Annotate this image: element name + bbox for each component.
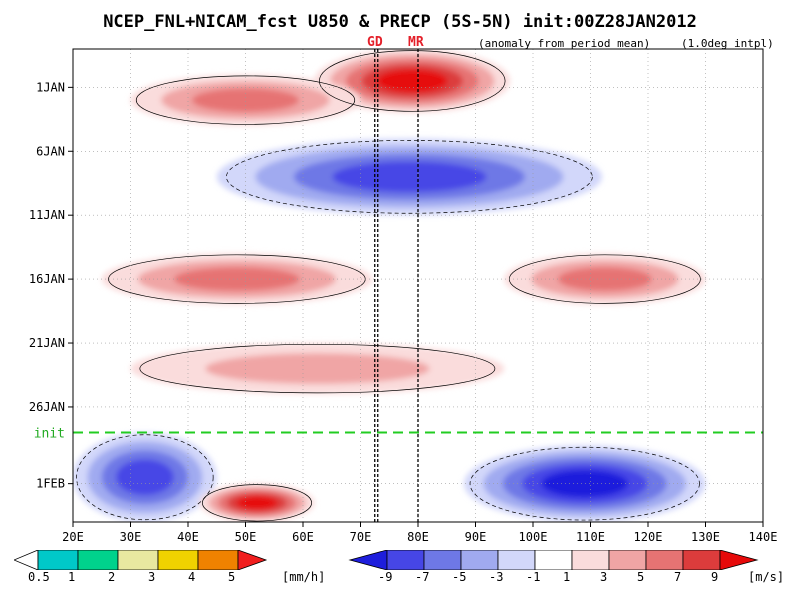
x-tick-label: 120E (634, 530, 663, 544)
x-tick-label: 90E (465, 530, 487, 544)
anomaly-feature-1 (314, 49, 510, 113)
x-tick-label: 40E (177, 530, 199, 544)
precip-level-label: 1 (68, 570, 76, 584)
contour-line (135, 75, 356, 125)
marker-label-mr: MR (408, 35, 424, 50)
marker-lines (374, 49, 419, 522)
precip-bin (37, 550, 79, 570)
x-tick-label: 140E (749, 530, 778, 544)
precip-level-label: 0.5 (28, 570, 50, 584)
anomaly-feature-9 (464, 445, 706, 522)
u850-bin (423, 550, 462, 570)
u850-level-label: -9 (378, 570, 393, 584)
y-tick-label: 16JAN (29, 272, 65, 286)
u850-bin (608, 550, 647, 570)
y-axis: 1JAN 6JAN 11JAN 16JAN 21JAN 26JAN 1FEB (29, 80, 73, 491)
u850-bin (645, 550, 684, 570)
y-tick-label: 6JAN (36, 144, 65, 158)
x-tick-label: 130E (691, 530, 720, 544)
anomaly-band (191, 88, 300, 113)
subtitle-anomaly: (anomaly from period mean) (478, 37, 651, 50)
anomaly-feature-7 (73, 432, 217, 522)
u850-bin (497, 550, 536, 570)
u850-bin (386, 550, 425, 570)
x-tick-label: 60E (292, 530, 314, 544)
precip-level-label: 3 (148, 570, 156, 584)
marker-label-gd: GD (367, 35, 383, 50)
precip-bin-high (237, 550, 268, 570)
anomaly-band (557, 267, 652, 292)
anomaly-feature-4 (101, 253, 372, 305)
y-tick-label: 11JAN (29, 208, 65, 222)
u850-level-label: 1 (563, 570, 571, 584)
precip-bin (117, 550, 159, 570)
precip-bin-low (14, 550, 39, 570)
u850-bin (534, 550, 573, 570)
contour-line (76, 434, 214, 521)
u850-level-label: -5 (452, 570, 467, 584)
contour-line (139, 343, 496, 394)
u850-anomaly-field (73, 49, 706, 522)
precip-bin (77, 550, 119, 570)
anomaly-band (205, 353, 430, 384)
x-tick-label: 100E (519, 530, 548, 544)
x-tick-label: 70E (350, 530, 372, 544)
u850-level-label: 3 (600, 570, 608, 584)
u850-bin (460, 550, 499, 570)
precip-bin (197, 550, 239, 570)
precip-bin (157, 550, 199, 570)
anomaly-band (236, 495, 278, 510)
u850-level-label: -7 (415, 570, 430, 584)
x-axis: 20E 30E 40E 50E 60E 70E 80E 90E 100E 110E 120E 130E… (62, 522, 777, 544)
x-tick-label: 80E (407, 530, 429, 544)
u850-bin (571, 550, 610, 570)
precip-level-label: 5 (228, 570, 236, 584)
y-tick-label: 1FEB (36, 477, 65, 491)
anomaly-band (332, 161, 487, 193)
u850-level-label: -3 (489, 570, 504, 584)
subtitle-interp: (1.0deg intpl) (681, 37, 774, 50)
precip-unit-label: [mm/h] (282, 570, 326, 584)
u850-bin-low (348, 550, 388, 570)
x-tick-label: 20E (62, 530, 84, 544)
x-tick-label: 110E (576, 530, 605, 544)
chart-title: NCEP_FNL+NICAM_fcst U850 & PRECP (5S-5N)… (103, 12, 697, 32)
u850-unit-label: [m/s] (748, 570, 785, 584)
anomaly-feature-2 (130, 74, 361, 126)
anomaly-feature-3 (216, 138, 602, 216)
anomaly-band (116, 459, 174, 496)
init-label: init (34, 427, 65, 442)
anomaly-band (377, 69, 448, 93)
precip-colorbar (14, 550, 268, 570)
anomaly-feature-5 (504, 253, 706, 305)
anomaly-band (173, 267, 300, 292)
contour-line (226, 140, 593, 214)
precip-level-label: 4 (188, 570, 196, 584)
y-tick-label: 26JAN (29, 400, 65, 414)
u850-colorbar (348, 550, 759, 570)
precip-level-label: 2 (108, 570, 116, 584)
contour-line (319, 50, 506, 112)
anomaly-band (541, 469, 629, 498)
init-line: init (34, 427, 763, 442)
y-tick-label: 1JAN (36, 80, 65, 94)
y-tick-label: 21JAN (29, 336, 65, 350)
u850-level-label: 7 (674, 570, 682, 584)
u850-bin (682, 550, 721, 570)
contour-lines (76, 50, 701, 522)
u850-level-label: 9 (711, 570, 719, 584)
u850-bin-high (719, 550, 759, 570)
x-tick-label: 30E (120, 530, 142, 544)
anomaly-feature-6 (130, 343, 505, 395)
contour-line (469, 446, 700, 521)
u850-level-label: -1 (526, 570, 541, 584)
contour-line (202, 484, 312, 522)
anomaly-feature-8 (199, 483, 315, 522)
u850-level-label: 5 (637, 570, 645, 584)
x-tick-label: 50E (235, 530, 257, 544)
